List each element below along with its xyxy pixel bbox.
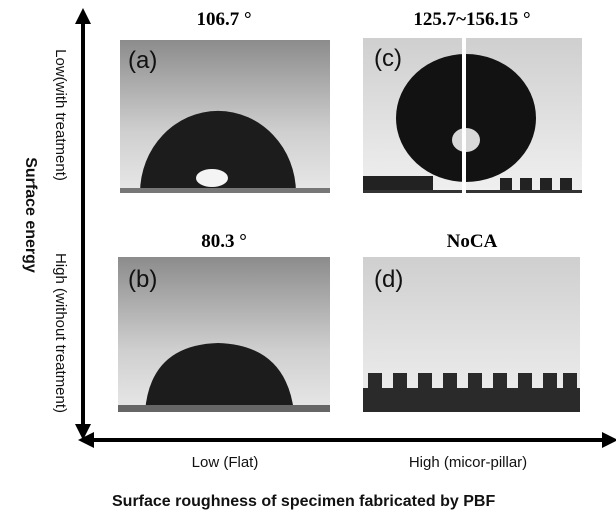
panel-tag: (a) [128,47,157,74]
x-axis-title: Surface roughness of specimen fabricated… [112,493,495,510]
x-high-label: High (micor-pillar) [409,454,527,471]
panel-tag: (c) [374,45,402,72]
panel-title: 125.7~156.15 ° [413,9,530,30]
panel-title: 80.3 ° [201,231,247,252]
x-low-label: Low (Flat) [192,454,259,471]
panel-title: NoCA [447,231,498,252]
panel-title: 106.7 ° [196,9,251,30]
panel-tag: (b) [128,266,157,293]
figure: 106.7 ° (a) 80.3 ° (b) 125.7~156.15 ° (c… [0,0,616,515]
y-axis-title: Surface energy [22,157,39,273]
panel-tag: (d) [374,266,403,293]
y-low-label: Low(with treatment) [52,49,69,181]
y-high-label: High (without treatment) [52,253,69,413]
